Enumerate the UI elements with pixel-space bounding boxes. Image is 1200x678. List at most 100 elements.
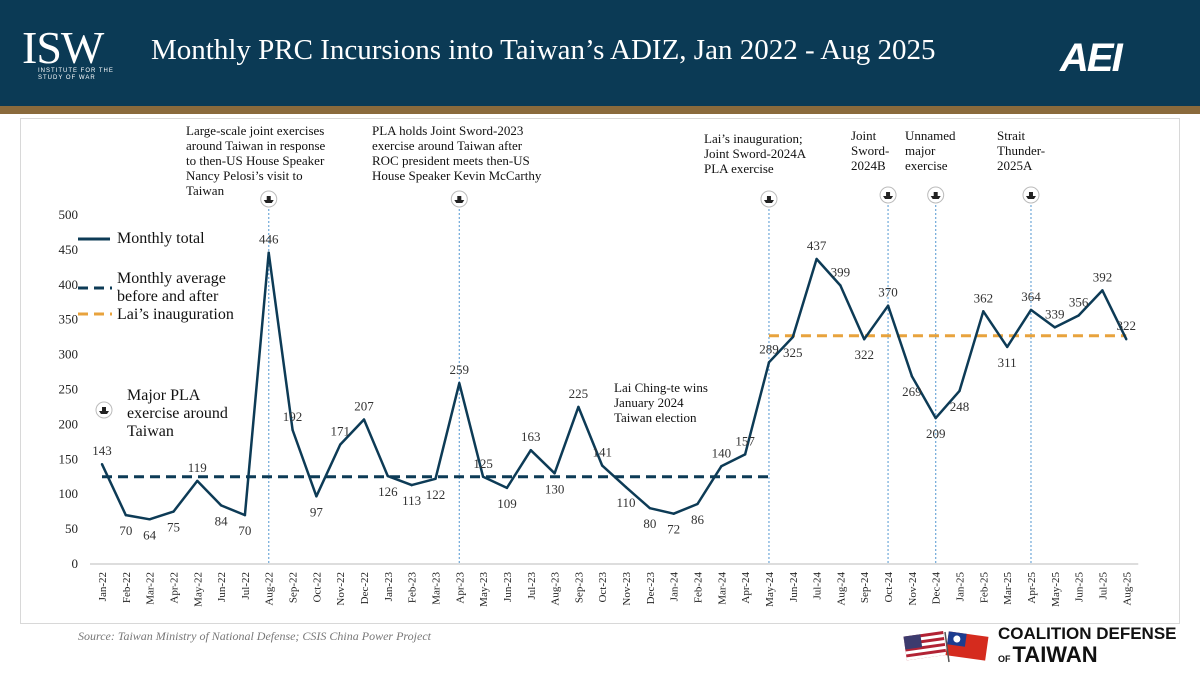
legend-monthly-total: Monthly total (117, 230, 205, 247)
x-tick-label: Sep-23 (573, 572, 585, 604)
legend-exercise-line: Taiwan (127, 423, 174, 440)
data-point (481, 475, 485, 478)
x-tick-label: Jun-25 (1074, 572, 1086, 602)
data-point (315, 495, 318, 498)
data-label: 113 (402, 493, 421, 508)
data-label: 192 (283, 409, 303, 424)
x-tick-label: Jul-25 (1097, 572, 1109, 600)
x-tick-label: Nov-24 (907, 572, 919, 606)
annotation-pelosi-line: Nancy Pelosi’s visit to (186, 168, 303, 183)
y-tick-label: 400 (59, 277, 79, 292)
x-tick-label: May-23 (478, 572, 490, 607)
annotation-pelosi: Large-scale joint exercises around Taiwa… (186, 123, 325, 198)
cdt-of: OF (998, 654, 1011, 664)
x-tick-label: Jan-24 (669, 572, 681, 602)
legend-exercise-line: exercise around (127, 405, 228, 422)
x-tick-label: Oct-22 (311, 572, 323, 603)
annotation-pelosi-line: to then-US House Speaker (186, 153, 325, 168)
annotation-lai-line: PLA exercise (704, 161, 774, 176)
data-label: 269 (902, 384, 922, 399)
data-label: 64 (143, 527, 157, 542)
x-tick-label: Mar-23 (430, 572, 442, 605)
x-tick-label: Dec-23 (645, 572, 657, 605)
isw-subtitle-1: INSTITUTE FOR THE (38, 68, 114, 74)
data-point (743, 453, 747, 456)
x-tick-label: Nov-22 (335, 572, 347, 606)
x-tick-label: Apr-23 (454, 572, 466, 604)
cdt-line2: TAIWAN (1012, 642, 1098, 667)
isw-subtitle-2: STUDY OF WAR (38, 75, 96, 81)
data-point (982, 310, 985, 313)
x-tick-label: Dec-22 (359, 572, 371, 604)
x-tick-label: Jan-22 (97, 572, 109, 601)
data-label: 84 (215, 513, 229, 528)
data-label: 143 (92, 443, 112, 458)
annotation-election-line: Lai Ching-te wins (614, 380, 708, 395)
data-point (362, 418, 366, 421)
annotation-js2023-line: House Speaker Kevin McCarthy (372, 168, 542, 183)
x-tick-label: May-25 (1050, 572, 1062, 607)
data-point (339, 443, 342, 446)
data-point (648, 506, 652, 510)
data-point (601, 464, 604, 467)
data-label: 109 (497, 496, 517, 511)
x-tick-label: Aug-25 (1121, 572, 1133, 606)
x-tick-label: Feb-23 (407, 572, 419, 604)
data-point (910, 375, 914, 378)
data-point (815, 257, 818, 261)
data-label: 322 (854, 347, 874, 362)
annotation-pelosi-line: around Taiwan in response (186, 138, 326, 153)
y-tick-label: 150 (59, 451, 79, 466)
annotation-js2024b-line: 2024B (851, 158, 886, 173)
ship-icon-glyph (930, 192, 941, 199)
data-label: 311 (998, 355, 1017, 370)
x-tick-label: May-22 (192, 572, 204, 607)
data-point (1005, 345, 1009, 349)
coalition-defense-taiwan-logo: COALITION DEFENSE OFTAIWAN (998, 624, 1177, 667)
legend-exercise-line: Major PLA (127, 387, 201, 404)
y-tick-label: 100 (59, 486, 79, 501)
data-label: 86 (691, 512, 705, 527)
data-label: 72 (667, 522, 680, 537)
data-label: 75 (167, 520, 180, 535)
data-point (577, 405, 580, 409)
data-point (696, 502, 699, 506)
annotation-st-line: Thunder- (997, 143, 1046, 158)
x-tick-label: Oct-23 (597, 572, 609, 603)
x-tick-label: Jun-22 (216, 572, 228, 602)
isw-logo-text: ISW (22, 22, 104, 73)
data-label: 110 (617, 495, 636, 510)
x-tick-label: Dec-24 (931, 572, 943, 605)
data-label: 125 (473, 456, 493, 471)
data-point (1029, 308, 1033, 312)
y-tick-label: 300 (59, 347, 79, 362)
data-label: 364 (1021, 289, 1041, 304)
data-label: 289 (759, 341, 779, 356)
data-point (386, 474, 390, 478)
data-label: 141 (592, 445, 612, 460)
y-tick-label: 50 (65, 521, 78, 536)
annotation-unnamed-line: exercise (905, 158, 948, 173)
x-tick-label: Feb-25 (978, 572, 990, 604)
data-label: 97 (310, 504, 324, 519)
chart-frame (20, 118, 1180, 624)
x-tick-label: Jul-22 (240, 572, 252, 600)
data-point (1077, 314, 1080, 317)
annotation-lai-line: Joint Sword-2024A (704, 146, 807, 161)
data-label: 259 (450, 362, 470, 377)
monthly-total-line (100, 251, 1128, 521)
annotation-pelosi-line: Taiwan (186, 183, 225, 198)
data-label: 140 (712, 445, 732, 460)
data-point (172, 510, 175, 513)
x-tick-label: Jul-23 (526, 572, 538, 600)
source-note: Source: Taiwan Ministry of National Defe… (78, 629, 431, 643)
x-tick-label: Jan-25 (955, 572, 967, 602)
x-tick-label: Aug-24 (835, 572, 847, 606)
data-point (791, 335, 794, 339)
data-point (458, 382, 461, 385)
annotation-lai-line: Lai’s inauguration; (704, 131, 803, 146)
annotation-lai-inauguration: Lai’s inauguration; Joint Sword-2024A PL… (704, 131, 806, 176)
data-label: 119 (188, 460, 207, 475)
data-point (100, 462, 104, 466)
